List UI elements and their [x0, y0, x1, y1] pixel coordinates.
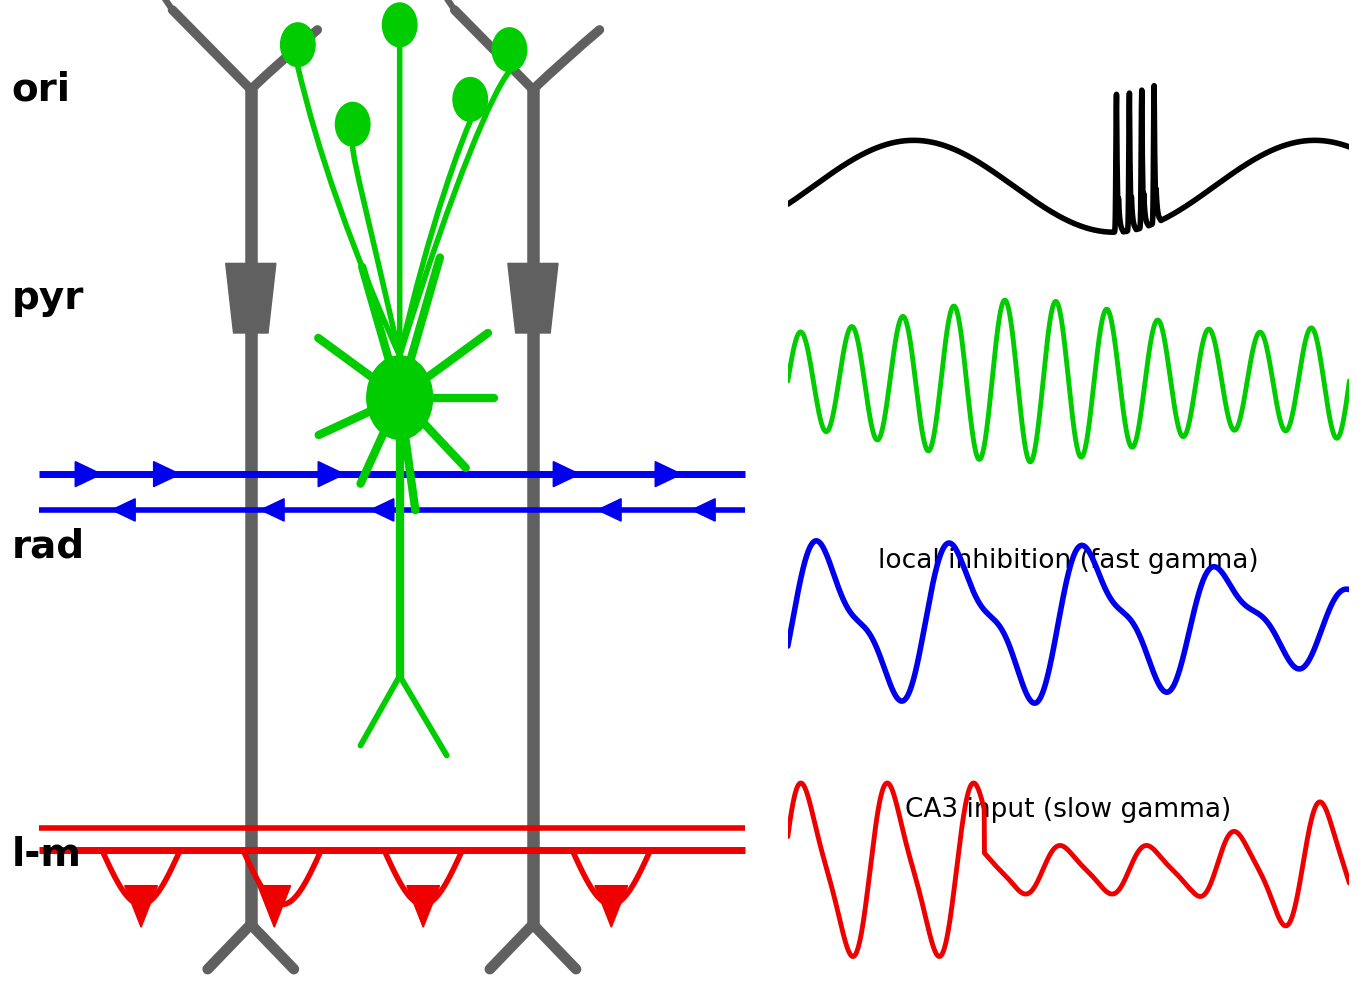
Polygon shape	[553, 461, 579, 487]
Text: ori: ori	[12, 71, 71, 108]
Polygon shape	[656, 461, 682, 487]
Circle shape	[281, 23, 315, 67]
Polygon shape	[75, 461, 102, 487]
Polygon shape	[260, 499, 284, 521]
Polygon shape	[226, 263, 275, 333]
Text: local inhibition (fast gamma): local inhibition (fast gamma)	[878, 548, 1259, 575]
Circle shape	[492, 28, 526, 72]
Polygon shape	[124, 886, 158, 927]
Polygon shape	[691, 499, 716, 521]
Polygon shape	[154, 461, 180, 487]
Text: rad: rad	[12, 528, 85, 566]
Circle shape	[367, 356, 432, 439]
Polygon shape	[508, 263, 557, 333]
Polygon shape	[406, 886, 440, 927]
Circle shape	[335, 102, 369, 146]
Circle shape	[383, 3, 417, 47]
Polygon shape	[258, 886, 290, 927]
Polygon shape	[597, 499, 622, 521]
Polygon shape	[371, 499, 394, 521]
Polygon shape	[594, 886, 628, 927]
Polygon shape	[112, 499, 135, 521]
Circle shape	[453, 78, 488, 121]
Text: CA3 input (slow gamma): CA3 input (slow gamma)	[905, 796, 1232, 823]
Text: l-m: l-m	[12, 836, 82, 874]
Text: pyr: pyr	[12, 279, 85, 317]
Polygon shape	[318, 461, 345, 487]
